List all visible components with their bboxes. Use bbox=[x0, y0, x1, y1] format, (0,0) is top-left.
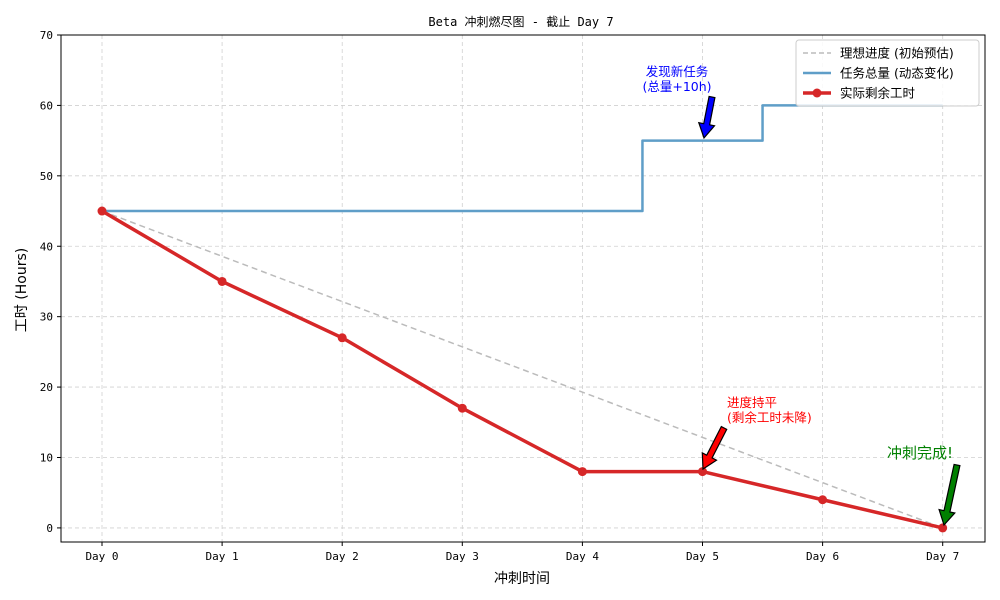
y-tick-label: 60 bbox=[40, 99, 53, 112]
legend-label: 理想进度 (初始预估) bbox=[840, 46, 954, 61]
x-tick-label: Day 6 bbox=[806, 550, 839, 563]
data-point bbox=[818, 495, 828, 505]
legend: 理想进度 (初始预估) 任务总量 (动态变化) 实际剩余工时 bbox=[795, 39, 980, 107]
y-tick-label: 50 bbox=[40, 170, 53, 183]
x-tick-label: Day 5 bbox=[686, 550, 719, 563]
data-point bbox=[698, 467, 707, 477]
annotation-arrow bbox=[701, 425, 728, 471]
data-point bbox=[217, 276, 227, 286]
y-tick-label: 10 bbox=[40, 452, 53, 465]
data-point bbox=[97, 206, 107, 216]
data-point bbox=[938, 523, 948, 533]
x-tick-label: Day 1 bbox=[206, 550, 239, 563]
annotation-arrow bbox=[938, 463, 961, 527]
annotation-text: 冲刺完成! bbox=[887, 444, 953, 462]
legend-label: 实际剩余工时 bbox=[840, 86, 916, 101]
series-line-2 bbox=[101, 209, 944, 530]
x-tick-label: Day 4 bbox=[566, 550, 599, 563]
annotations: 发现新任务(总量+10h) 进度持平(剩余工时未降) 冲刺完成! bbox=[642, 64, 961, 527]
annotation-text: (总量+10h) bbox=[642, 79, 711, 94]
data-point bbox=[457, 403, 467, 413]
y-axis-label: 工时 (Hours) bbox=[14, 248, 30, 332]
x-tick-label: Day 3 bbox=[446, 550, 479, 563]
chart-title: Beta 冲刺燃尽图 - 截止 Day 7 bbox=[428, 14, 613, 29]
annotation-text: 发现新任务 bbox=[646, 64, 709, 79]
legend-box bbox=[795, 39, 980, 107]
annotation-arrow bbox=[697, 95, 716, 140]
plot-frame bbox=[60, 34, 986, 543]
y-tick-label: 30 bbox=[40, 311, 53, 324]
data-point bbox=[337, 333, 347, 343]
legend-marker bbox=[812, 88, 822, 98]
x-tick-label: Day 2 bbox=[326, 550, 359, 563]
series-line-1 bbox=[102, 104, 943, 213]
axis-ticks: Day 0 Day 1 Day 2 Day 3 Day 4 Day 5 Day 6 Day 7… bbox=[40, 29, 960, 563]
x-tick-label: Day 0 bbox=[85, 550, 118, 563]
data-point bbox=[577, 467, 587, 477]
x-tick-label: Day 7 bbox=[926, 550, 959, 563]
x-axis-label: 冲刺时间 bbox=[494, 571, 550, 587]
legend-label: 任务总量 (动态变化) bbox=[840, 66, 954, 81]
y-tick-label: 70 bbox=[40, 29, 53, 42]
y-tick-label: 20 bbox=[40, 381, 53, 394]
grid bbox=[61, 34, 985, 542]
series-layer bbox=[97, 104, 948, 533]
annotation-text: 进度持平 bbox=[727, 395, 777, 410]
y-tick-label: 40 bbox=[40, 240, 53, 253]
y-tick-label: 0 bbox=[46, 522, 53, 535]
annotation-text: (剩余工时未降) bbox=[727, 410, 812, 425]
